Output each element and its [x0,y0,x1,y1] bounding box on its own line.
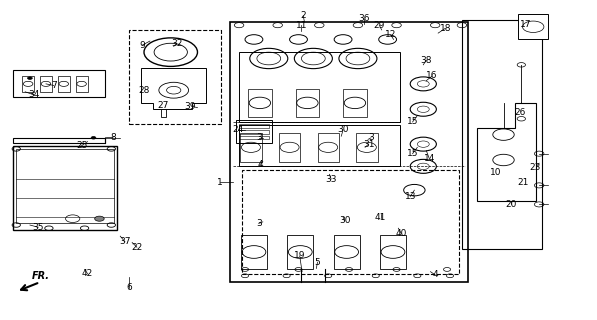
Bar [239,124,269,128]
Bar [58,76,70,92]
Bar [239,136,269,140]
Text: 38: 38 [420,56,432,65]
Bar [296,89,319,117]
Text: 31: 31 [363,140,374,148]
Bar [343,89,367,117]
Text: 26: 26 [514,108,525,117]
Text: 8: 8 [110,133,116,142]
Text: 12: 12 [385,30,396,39]
Text: 39: 39 [184,101,196,111]
Text: 27: 27 [158,101,169,110]
Bar [13,138,106,142]
Text: 6: 6 [127,283,132,292]
Circle shape [95,216,104,221]
Polygon shape [518,14,548,39]
Text: 3: 3 [368,133,374,142]
Bar [239,125,399,166]
Text: 41: 41 [375,213,386,222]
Bar [356,133,377,162]
Bar [334,235,360,269]
Bar [22,76,34,92]
Text: 15: 15 [407,117,418,126]
Text: 3: 3 [256,219,261,228]
Text: 3: 3 [256,133,261,142]
Text: 33: 33 [325,174,337,184]
Text: 10: 10 [490,168,501,177]
Text: 23: 23 [530,164,541,172]
Text: 19: 19 [294,251,306,260]
Bar [13,146,117,230]
Circle shape [91,137,96,139]
Bar [239,52,399,122]
Text: 4: 4 [257,160,263,169]
Text: 1: 1 [217,178,223,187]
Text: 29: 29 [374,21,385,30]
Bar [76,76,88,92]
Circle shape [27,77,32,79]
Bar [16,149,114,223]
Text: 16: 16 [426,71,438,80]
Text: 15: 15 [407,149,418,158]
Bar [279,133,300,162]
Text: 18: 18 [439,24,451,33]
Text: 30: 30 [339,216,350,225]
Text: 24: 24 [232,125,244,134]
Text: 28: 28 [139,86,150,95]
Text: 36: 36 [358,14,370,23]
Text: 5: 5 [315,258,321,267]
Bar [242,170,459,274]
Text: 7: 7 [51,81,57,90]
Bar [248,89,272,117]
Bar [380,235,406,269]
Text: 22: 22 [131,243,143,252]
Polygon shape [236,120,272,142]
Text: FR.: FR. [32,271,50,281]
Bar [13,69,106,97]
Text: 30: 30 [337,125,349,134]
Polygon shape [477,103,536,201]
Text: 2: 2 [300,11,306,20]
Text: 11: 11 [296,21,307,30]
Bar [462,20,542,249]
Text: 9: 9 [139,41,145,50]
Bar [230,22,468,282]
Text: 17: 17 [521,20,532,29]
Text: 34: 34 [29,91,40,100]
Text: 32: 32 [171,39,182,48]
Bar [241,235,267,269]
Text: 14: 14 [423,154,435,163]
Text: 35: 35 [32,223,44,232]
Text: 40: 40 [396,229,407,238]
Text: 21: 21 [518,178,529,187]
Text: 20: 20 [506,200,517,209]
Bar [287,235,313,269]
Bar [239,130,269,134]
Bar [240,133,261,162]
Bar [318,133,339,162]
Polygon shape [141,68,207,109]
Bar [40,76,52,92]
Text: 13: 13 [404,192,416,201]
Text: 25: 25 [76,141,87,150]
Bar [161,109,166,117]
Text: 42: 42 [82,269,93,278]
Text: 37: 37 [119,237,131,246]
Text: 4: 4 [432,270,438,279]
Bar [129,30,221,124]
